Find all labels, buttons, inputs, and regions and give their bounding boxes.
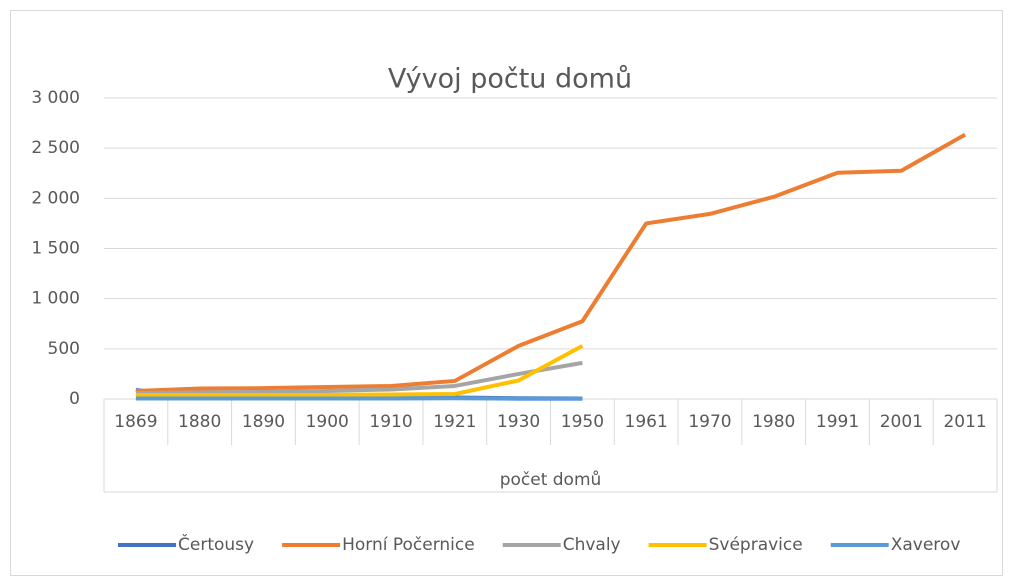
x-tick-label: 1880 [178,412,221,432]
legend-label: Chvaly [563,535,621,555]
x-tick-label: 1890 [242,412,285,432]
x-tick-label: 1900 [306,412,349,432]
y-tick-label: 0 [69,389,80,409]
y-tick-label: 3 000 [31,88,80,108]
y-tick-label: 2 000 [31,188,80,208]
legend-label: Horní Počernice [342,535,475,555]
legend-label: Xaverov [891,535,961,555]
x-tick-label: 1921 [433,412,476,432]
x-axis-label: počet domů [500,470,602,490]
x-tick-label: 1869 [114,412,157,432]
x-tick-label: 1930 [497,412,540,432]
chart-title: Vývoj počtu domů [388,64,632,95]
legend-label: Čertousy [178,533,254,555]
y-tick-label: 500 [48,339,80,359]
y-tick-label: 2 500 [31,138,80,158]
series-line [135,360,583,395]
x-tick-label: 1961 [625,412,668,432]
series-line [135,132,967,393]
y-tick-label: 1 500 [31,239,80,259]
x-tick-label: 1950 [561,412,604,432]
series-line [135,396,583,401]
x-tick-label: 1910 [369,412,412,432]
x-tick-label: 1991 [816,412,859,432]
x-tick-label: 2001 [880,412,923,432]
series-line [135,344,584,397]
x-tick-label: 2011 [943,412,986,432]
y-tick-label: 1 000 [31,289,80,309]
x-tick-label: 1970 [688,412,731,432]
chart-frame [10,10,1003,576]
legend-label: Svépravice [709,535,803,555]
x-tick-label: 1980 [752,412,795,432]
